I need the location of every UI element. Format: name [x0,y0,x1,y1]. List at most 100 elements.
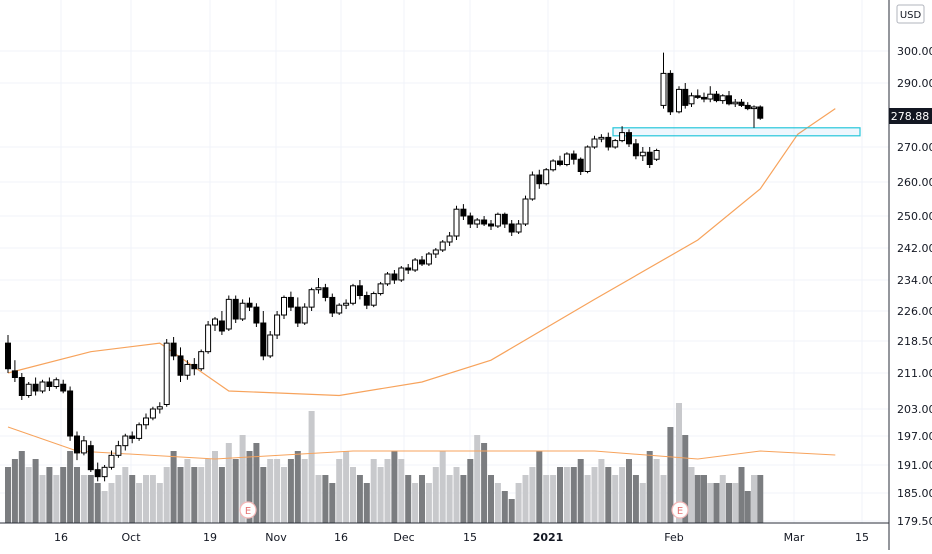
volume-bar [80,475,87,523]
candle-body [136,424,143,439]
candle-body [632,143,639,157]
price-tick-label: 185.00 [897,487,932,500]
volume-bar [267,459,274,523]
candle-body [639,151,646,157]
price-tick-label: 211.00 [897,367,932,380]
volume-bar [156,483,163,523]
volume-bar [384,459,391,523]
price-tick-label: 234.00 [897,274,932,287]
price-tick-label: 197.00 [897,430,932,443]
candle-body [726,95,732,105]
volume-bar [363,483,370,523]
price-tick-label: 290.00 [897,77,932,90]
volume-bar [184,459,191,523]
candle-body [356,285,363,296]
volume-bar [239,435,246,523]
volume-bar [536,451,543,523]
volume-bar [25,467,32,523]
volume-bar [550,475,557,523]
volume-bar [294,451,301,523]
currency-badge[interactable]: USD [896,4,925,24]
earnings-marker-icon[interactable] [671,501,689,519]
last-price-value: 278.88 [891,110,930,123]
volume-bar [557,467,563,523]
volume-bar [694,475,701,523]
volume-bar [563,467,570,523]
volume-bar [446,475,453,523]
volume-bar [481,443,488,523]
volume-bar [60,467,67,523]
candle-body [660,72,667,106]
candle-body [53,379,60,387]
candle-body [738,101,745,106]
moving-average-line [7,108,836,397]
candle-body [494,213,501,227]
price-tick-label: 250.00 [897,210,932,223]
volume-bar [274,459,281,523]
candle-body [744,104,751,110]
volume-bar [115,475,122,523]
price-axis[interactable]: 300.00 290.00 270.00 260.00 250.00 242.00 234.… [897,45,932,528]
volume-bar [74,467,80,523]
time-tick-label: Dec [393,531,414,544]
candle-body [557,160,563,165]
volume-bar [584,475,591,523]
earnings-marker-icon[interactable] [239,501,257,519]
candle-body [60,383,67,392]
volume-bar [5,467,11,523]
volume-bar [253,443,260,523]
volume-bar [101,491,108,523]
candle-body [412,259,419,271]
volume-bar [660,475,667,523]
volume-bar [18,451,25,523]
volume-bar [329,483,336,523]
time-axis[interactable]: 16 Oct 19 Nov 16 Dec 15 2021 Feb Mar 15 [54,531,869,544]
zone-rect[interactable] [612,127,861,137]
volume-bar [432,467,439,523]
time-tick-label: 16 [334,531,348,544]
candle-body [550,160,557,171]
volume-bar [32,459,39,523]
candle-body [591,138,598,148]
volume-bar [453,467,460,523]
candle-body [225,298,232,330]
volume-bar [205,459,212,523]
volume-bar [467,459,474,523]
candle-body [343,302,350,306]
candle-body [732,101,739,105]
candle-body [598,136,605,140]
candle-body [329,296,336,314]
volume-bar [425,483,432,523]
volume-bar [639,483,646,523]
candle-body [605,136,612,148]
candle-body [122,435,129,447]
volume-bar [163,467,170,523]
candle-body [87,445,94,471]
volume-bar [632,475,639,523]
candle-body [577,158,584,172]
volume-ma-path [7,426,836,460]
candle-body [163,342,170,405]
candle-body [377,283,384,295]
earnings-marker-label: E [677,506,683,517]
candle-body [149,408,156,419]
candle-body [94,469,101,478]
candle-body [626,132,632,145]
candle-body [18,377,25,396]
candle-body [184,363,191,376]
candle-body [274,314,281,336]
candle-body [260,322,267,357]
volume-bar [67,451,74,523]
candle-body [294,306,301,324]
currency-label: USD [900,10,922,21]
candle-body [508,223,515,233]
candle-body [108,454,115,468]
volume-bar [322,475,329,523]
candle-body [281,296,287,316]
volume-bar [751,475,757,523]
volume-bar [94,483,101,523]
volume-bar [707,483,714,523]
